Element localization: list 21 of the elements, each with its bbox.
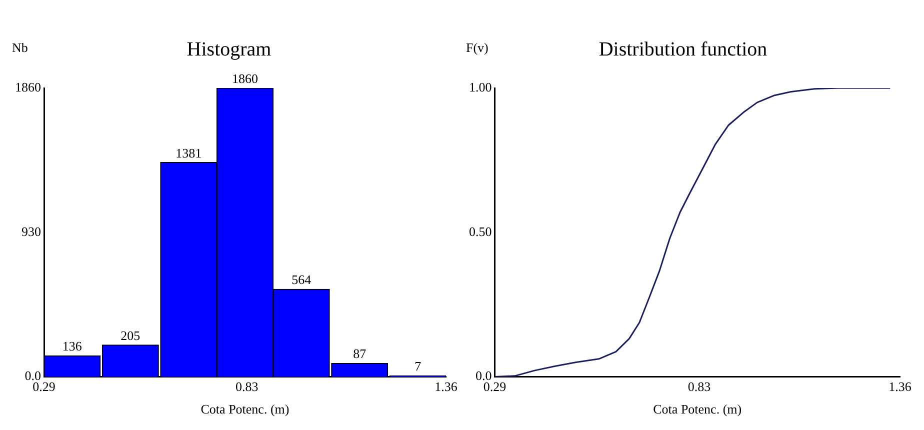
x-tick-label: 0.83	[236, 379, 258, 394]
y-tick-label: 930	[22, 224, 41, 239]
x-tick-label: 0.83	[688, 379, 711, 394]
x-tick-label: 1.36	[434, 379, 458, 394]
data-label: 1381	[176, 145, 202, 160]
y-axis-title: F(v)	[466, 40, 488, 55]
chart-title: Distribution function	[598, 38, 768, 60]
data-label: 205	[120, 328, 140, 343]
x-axis-title: Cota Potenc. (m)	[200, 402, 290, 417]
x-tick-label: 1.36	[888, 379, 912, 394]
y-tick-label: 1860	[15, 79, 41, 94]
data-label: 7	[414, 358, 422, 374]
data-label: 87	[353, 346, 367, 362]
y-tick-label: 1.00	[469, 79, 492, 94]
data-label: 564	[292, 272, 312, 288]
chart-title: Histogram	[186, 38, 272, 60]
data-label: 1860	[232, 70, 258, 86]
x-axis-title: Cota Potenc. (m)	[653, 402, 742, 417]
y-tick-label: 0.50	[469, 224, 492, 239]
data-label: 136	[62, 338, 82, 354]
y-axis-title: Nb	[12, 40, 28, 55]
